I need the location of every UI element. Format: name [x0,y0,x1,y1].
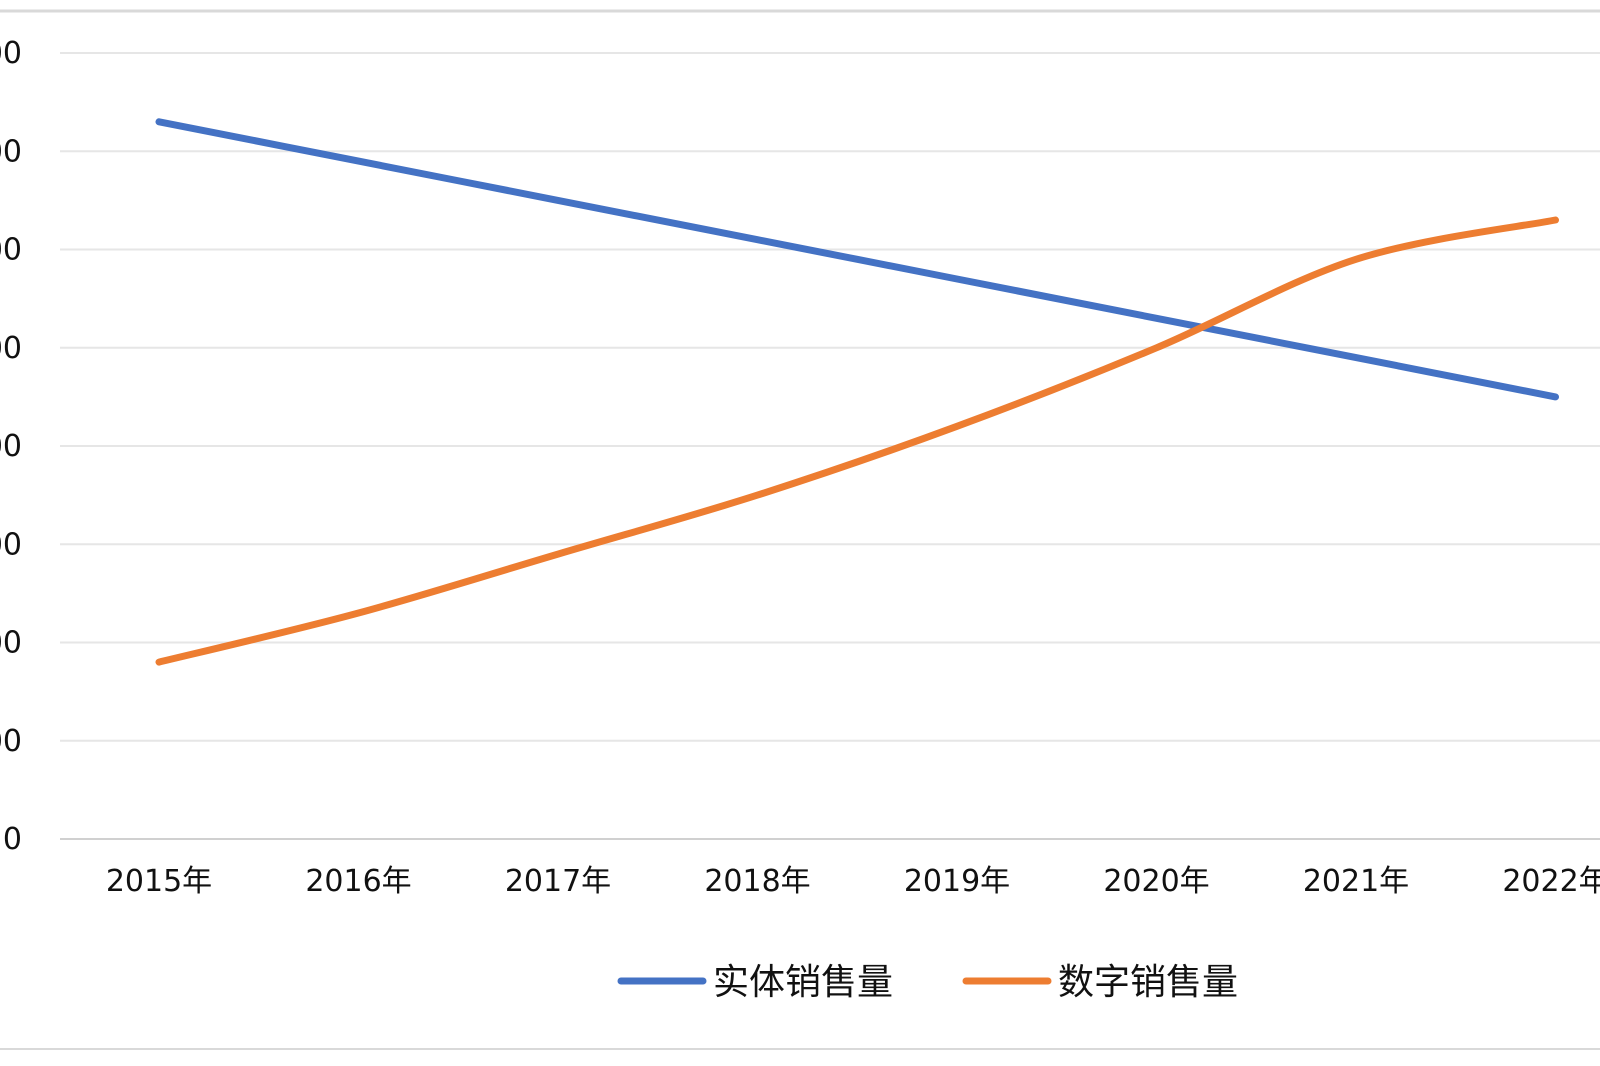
y-tick-label: 00 [0,429,22,464]
y-tick-label: 00 [0,36,22,71]
x-tick-label: 2015年 [106,864,212,899]
legend: 实体销售量 数字销售量 [617,962,1238,1003]
y-axis-tick-labels: 00000000000000000 [0,36,22,857]
x-tick-label: 2021年 [1303,864,1409,899]
digital-sales-line [155,216,1559,666]
x-tick-label: 2017年 [505,864,611,899]
y-tick-label: 0 [3,822,22,857]
y-tick-label: 00 [0,233,22,268]
y-tick-label: 00 [0,626,22,661]
x-tick-label: 2018年 [704,864,810,899]
x-axis-tick-labels: 2015年 2016年 2017年 2018年 2019年 2020年 2021年 2022年 [106,864,1600,899]
x-tick-label: 2022年 [1502,864,1600,899]
y-tick-label: 00 [0,331,22,366]
x-tick-label: 2020年 [1103,864,1209,899]
gridlines [60,52,1600,840]
y-tick-label: 00 [0,724,22,759]
y-tick-label: 00 [0,527,22,562]
y-tick-label: 00 [0,134,22,169]
series-lines [155,118,1559,666]
legend-label-physical: 实体销售量 [713,962,893,1003]
x-tick-label: 2019年 [904,864,1010,899]
legend-label-digital: 数字销售量 [1058,962,1238,1003]
physical-sales-line [155,118,1559,401]
x-tick-label: 2016年 [305,864,411,899]
